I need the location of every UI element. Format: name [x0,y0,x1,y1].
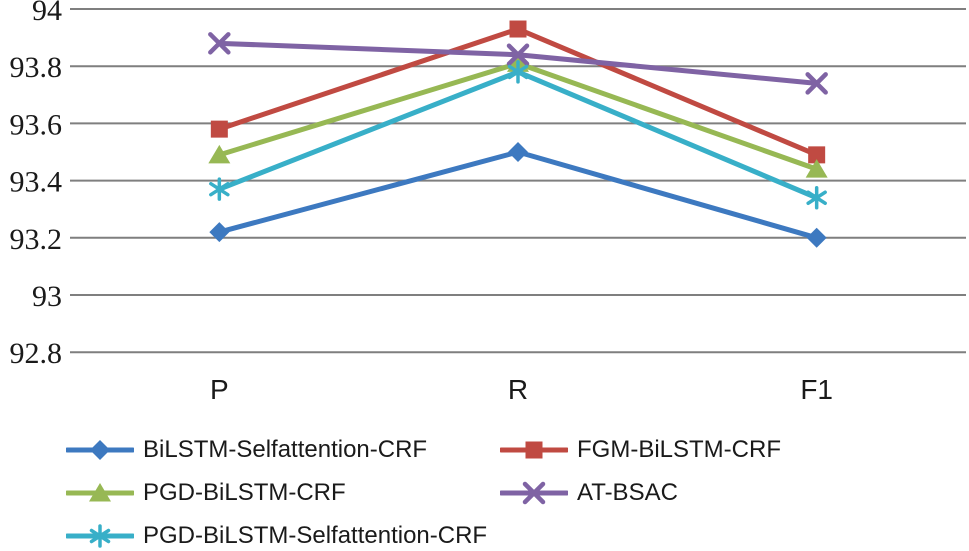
triangle-marker-icon [805,159,828,178]
triangle-marker-icon [208,144,231,164]
diamond-marker-icon [209,222,230,243]
triangle-marker-icon [89,482,111,501]
legend-swatch [500,481,568,504]
y-axis-tick-label: 93.2 [10,223,63,256]
legend-swatch [66,439,134,460]
asterisk-marker-icon [209,177,230,201]
legend-label: FGM-BiLSTM-CRF [577,435,781,463]
x-axis-category-label: P [210,374,229,405]
series-square [210,20,826,164]
legend-swatch [66,482,134,501]
x-marker-icon [805,72,828,95]
square-marker-icon [525,441,543,458]
y-axis-tick-label: 93.8 [10,51,63,84]
x-axis-category-label: F1 [800,374,833,405]
legend-item: PGD-BiLSTM-Selfattention-CRF [66,523,500,549]
asterisk-marker-icon [507,60,529,84]
legend-label: PGD-BiLSTM-CRF [143,478,346,506]
x-axis-category-label: R [508,374,528,405]
legend-swatch [500,441,568,458]
y-axis-tick-label: 93.6 [10,108,63,141]
legend-label: BiLSTM-Selfattention-CRF [143,435,428,463]
legend-item: AT-BSAC [500,480,946,506]
legend-label: PGD-BiLSTM-Selfattention-CRF [143,521,488,549]
chart-legend: BiLSTM-Selfattention-CRF FGM-BiLSTM-CRF PG… [66,428,946,551]
square-marker-icon [210,120,228,138]
y-axis-tick-label: 94 [32,0,62,27]
series-asterisk [209,60,827,210]
legend-item: FGM-BiLSTM-CRF [500,437,946,463]
x-marker-icon [208,32,231,55]
square-marker-icon [808,146,826,164]
legend-item: BiLSTM-Selfattention-CRF [66,437,500,463]
series-x [208,32,828,95]
asterisk-marker-icon [806,186,827,210]
series-line [216,149,820,241]
x-marker-icon [506,43,530,67]
legend-item: PGD-BiLSTM-CRF [66,480,500,506]
x-marker-icon [522,481,546,504]
legend-swatch [66,523,134,548]
legend-label: AT-BSAC [577,478,678,506]
y-axis-tick-label: 92.8 [10,337,63,370]
diamond-marker-icon [806,227,827,248]
diamond-marker-icon [508,142,528,162]
asterisk-marker-icon [89,523,111,548]
series-diamond [209,142,827,248]
line-chart-plot-area: 94 93.8 93.6 93.4 93.2 93 92.8 P R F1 [10,0,966,405]
square-marker-icon [509,20,527,38]
diamond-marker-icon [90,439,110,460]
y-axis-tick-label: 93 [32,280,62,313]
y-axis-tick-label: 93.4 [10,166,63,199]
